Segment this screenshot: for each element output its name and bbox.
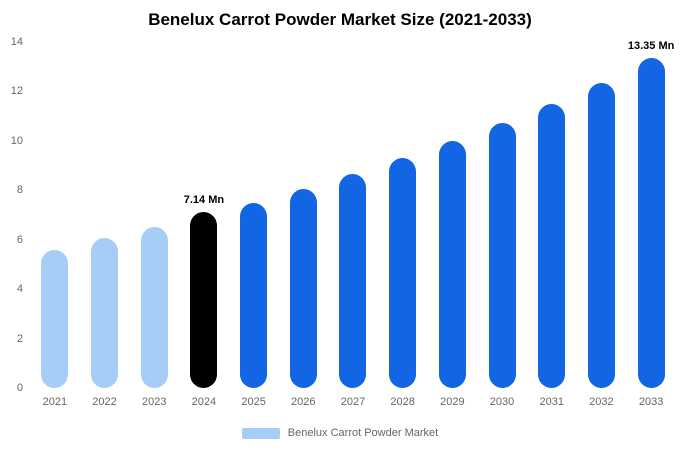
x-tick-label-2024: 2024	[191, 396, 217, 408]
y-tick-label-10: 10	[10, 134, 23, 147]
bar-2024	[190, 211, 218, 388]
bar-slot-2023	[129, 42, 179, 388]
x-tick-label-2025: 2025	[241, 396, 266, 408]
bar-2021	[41, 249, 69, 388]
x-tick-label-2022: 2022	[92, 396, 117, 408]
x-tick-label-2028: 2028	[390, 396, 415, 408]
y-tick-label-2: 2	[16, 332, 23, 345]
bar-slot-2025	[229, 42, 279, 388]
bar-2031	[538, 103, 566, 388]
x-tick-label-2027: 2027	[340, 396, 366, 408]
bar-2023	[140, 227, 168, 388]
bar-slot-2024: 7.14 Mn	[179, 42, 229, 388]
legend: Benelux Carrot Powder Market	[0, 427, 680, 439]
bar-2026	[289, 189, 317, 388]
x-tick-label-2026: 2026	[291, 396, 316, 408]
y-tick-label-8: 8	[16, 184, 23, 197]
bar-slot-2028	[378, 42, 428, 388]
y-tick-label-14: 14	[10, 36, 23, 48]
chart-title: Benelux Carrot Powder Market Size (2021-…	[148, 10, 532, 29]
y-tick-label-0: 0	[16, 382, 23, 394]
x-tick-label-2030: 2030	[489, 396, 515, 408]
bar-2032	[587, 82, 615, 388]
x-tick-label-2033: 2033	[638, 396, 664, 408]
legend-label: Benelux Carrot Powder Market	[287, 427, 439, 439]
bar-2028	[389, 158, 417, 388]
bar-slot-2031	[527, 42, 577, 388]
x-tick-label-2021: 2021	[42, 396, 68, 408]
y-axis: 0 2 4 6 8 10 12 14	[0, 36, 26, 394]
x-tick-label-2029: 2029	[440, 396, 465, 408]
bar-2025	[240, 202, 268, 388]
x-tick-label-2032: 2032	[589, 396, 614, 408]
bar-slot-2030	[477, 42, 527, 388]
bar-slot-2022	[80, 42, 130, 388]
plot-area: 7.14 Mn 13.35 Mn	[30, 40, 676, 388]
y-tick-label-6: 6	[16, 233, 23, 246]
bar-2029	[438, 140, 466, 388]
bar-slot-2029	[428, 42, 478, 388]
bar-2033	[637, 58, 665, 388]
data-label-2033: 13.35 Mn	[627, 40, 675, 53]
bar-slot-2026	[278, 42, 328, 388]
x-tick-label-2031: 2031	[539, 396, 564, 408]
bar-slot-2032	[577, 42, 627, 388]
bar-2030	[488, 123, 516, 388]
x-axis: 2021 2022 2023 2024 2025 2026 2027 2028 2029 2030…	[30, 396, 676, 408]
bar-2022	[91, 238, 119, 388]
bar-slot-2027	[328, 42, 378, 388]
bar-slot-2033: 13.35 Mn	[626, 40, 676, 388]
data-label-2024: 7.14 Mn	[183, 193, 225, 206]
bar-2027	[339, 174, 367, 388]
y-tick-label-12: 12	[10, 85, 23, 98]
x-tick-label-2023: 2023	[141, 396, 167, 408]
y-tick-label-4: 4	[16, 283, 23, 296]
bar-slot-2021	[30, 42, 80, 388]
legend-swatch	[241, 427, 280, 439]
